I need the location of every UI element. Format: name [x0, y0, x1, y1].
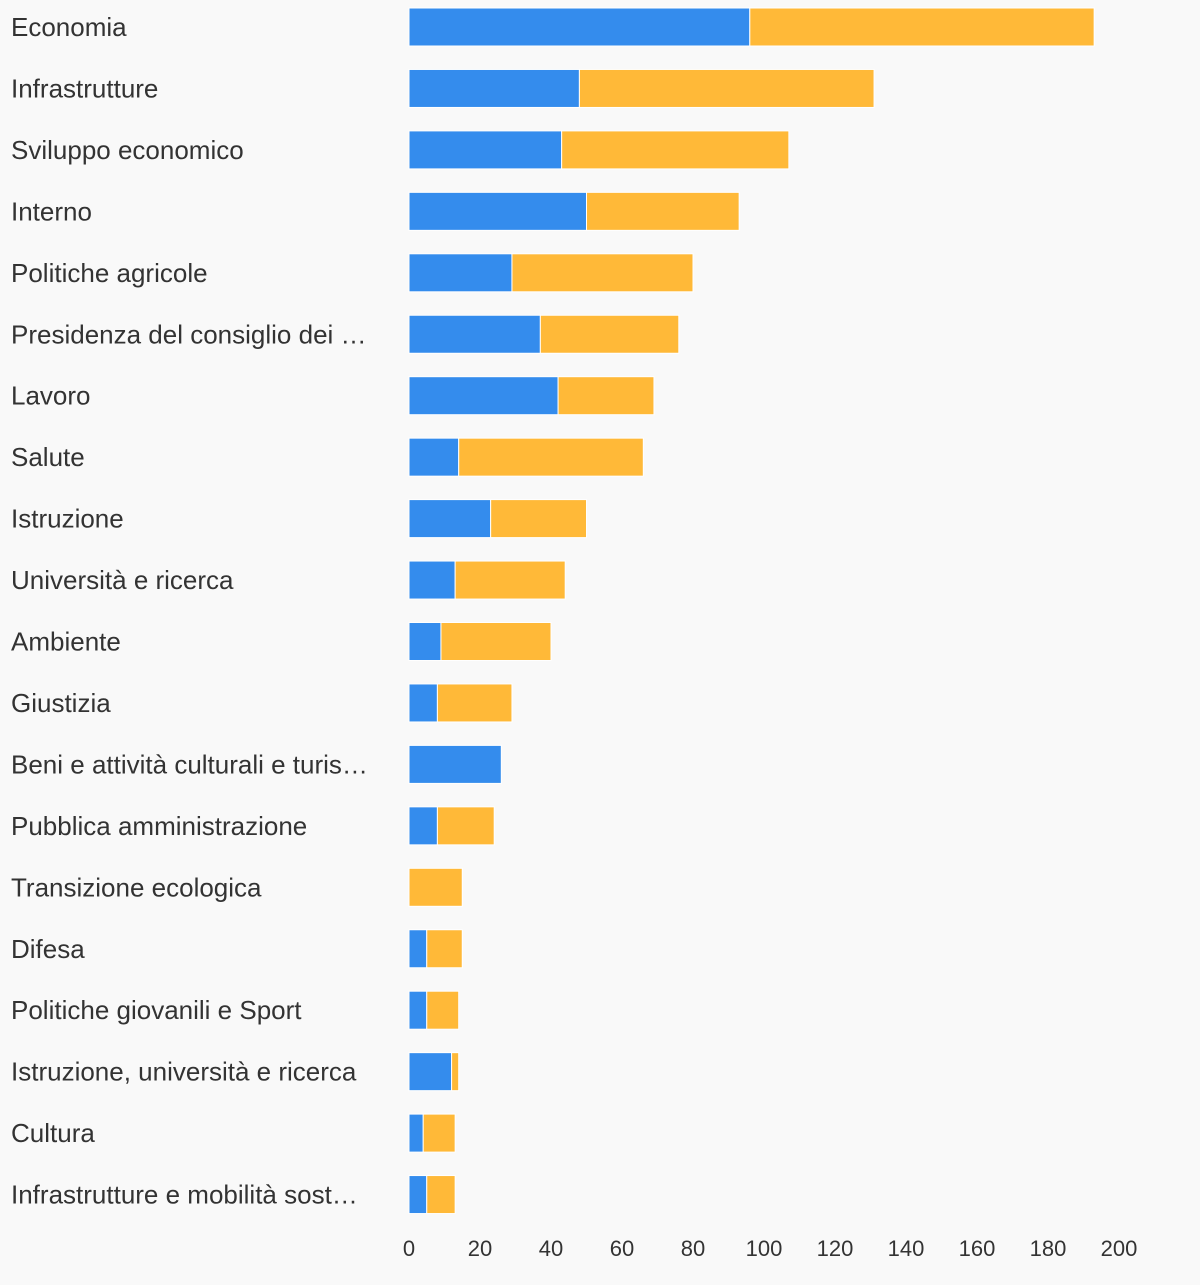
bar-segment-series-1 — [408, 683, 438, 723]
bar-segment-series-2 — [408, 867, 463, 907]
category-label: Ambiente — [11, 627, 121, 657]
category-label: Istruzione, università e ricerca — [11, 1057, 357, 1087]
bar-segment-series-1 — [408, 806, 438, 846]
bar-segment-series-1 — [408, 1175, 428, 1215]
bar-segment-series-2 — [440, 622, 552, 661]
bar-segment-series-1 — [408, 253, 513, 293]
x-tick-label: 140 — [888, 1236, 925, 1261]
bar-segment-series-1 — [408, 1052, 453, 1092]
bar-segment-series-2 — [578, 68, 875, 108]
category-label: Pubblica amministrazione — [11, 811, 307, 841]
bar-segment-series-2 — [511, 253, 694, 293]
x-tick-label: 120 — [817, 1236, 854, 1261]
x-tick-label: 0 — [403, 1236, 415, 1261]
category-label: Sviluppo economico — [11, 135, 244, 165]
x-tick-label: 180 — [1030, 1236, 1067, 1261]
category-label: Università e ricerca — [11, 565, 234, 595]
category-label: Beni e attività culturali e turis… — [11, 749, 368, 779]
bar-segment-series-1 — [408, 744, 502, 784]
bar-segment-series-1 — [408, 1113, 424, 1153]
category-label: Politiche agricole — [11, 258, 208, 288]
bar-segment-series-1 — [408, 437, 460, 477]
category-label: Presidenza del consiglio dei … — [11, 319, 367, 349]
category-label: Istruzione — [11, 504, 124, 534]
bar-segment-series-1 — [408, 499, 492, 539]
bar-segment-series-2 — [436, 683, 513, 723]
bar-segment-series-2 — [557, 376, 655, 416]
x-tick-label: 160 — [959, 1236, 996, 1261]
category-label: Infrastrutture — [11, 73, 158, 103]
category-label: Economia — [11, 12, 127, 42]
bar-segment-series-1 — [408, 929, 428, 969]
bar-segment-series-1 — [408, 7, 751, 47]
bar-segment-series-1 — [408, 191, 587, 231]
x-tick-label: 200 — [1101, 1236, 1138, 1261]
bar-segment-series-2 — [451, 1052, 460, 1092]
bar-segment-series-2 — [426, 990, 460, 1030]
category-label: Giustizia — [11, 688, 111, 718]
bar-segment-series-1 — [408, 560, 456, 600]
x-tick-label: 80 — [681, 1236, 705, 1261]
x-tick-label: 60 — [610, 1236, 634, 1261]
bar-segment-series-2 — [561, 130, 790, 170]
bar-segment-series-2 — [426, 1175, 456, 1215]
bar-segment-series-1 — [408, 376, 559, 416]
x-tick-label: 100 — [746, 1236, 783, 1261]
bar-segment-series-1 — [408, 130, 563, 170]
bar-segment-series-2 — [749, 7, 1095, 47]
bar-segment-series-1 — [408, 622, 442, 661]
category-label: Lavoro — [11, 381, 91, 411]
category-label: Politiche giovanili e Sport — [11, 995, 302, 1025]
category-label: Infrastrutture e mobilità sost… — [11, 1180, 358, 1210]
bar-segment-series-2 — [539, 314, 680, 354]
x-tick-label: 40 — [539, 1236, 563, 1261]
category-label: Difesa — [11, 934, 85, 964]
bar-segment-series-1 — [408, 314, 541, 354]
bar-segment-series-2 — [422, 1113, 456, 1153]
category-label: Interno — [11, 196, 92, 226]
bar-segment-series-1 — [408, 990, 428, 1030]
bar-segment-series-2 — [458, 437, 644, 477]
x-tick-label: 20 — [468, 1236, 492, 1261]
category-label: Cultura — [11, 1118, 95, 1148]
bar-segment-series-2 — [436, 806, 495, 846]
bar-segment-series-1 — [408, 68, 580, 108]
bar-segment-series-2 — [490, 499, 587, 539]
bar-segment-series-2 — [586, 191, 740, 231]
category-label: Salute — [11, 442, 85, 472]
category-label: Transizione ecologica — [11, 872, 262, 902]
bar-segment-series-2 — [426, 929, 463, 969]
bar-segment-series-2 — [454, 560, 566, 600]
